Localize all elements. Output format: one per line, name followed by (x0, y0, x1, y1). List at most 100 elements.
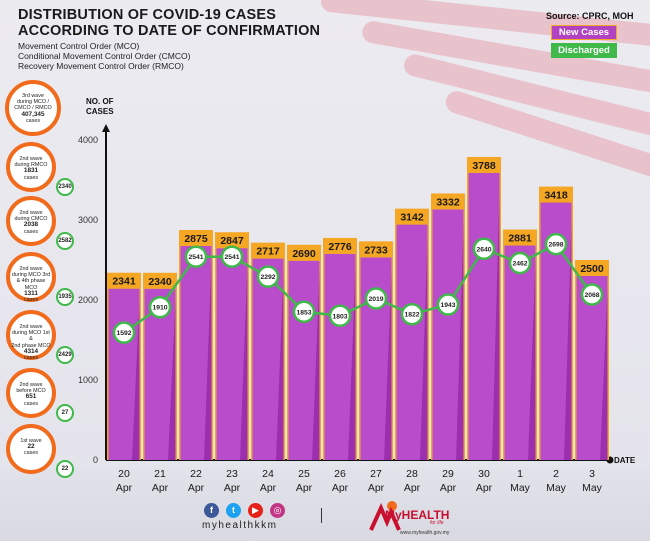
y-tick-label: 4000 (78, 135, 98, 145)
bar-label-box (503, 229, 537, 246)
x-tick-month: Apr (116, 482, 133, 494)
youtube-icon[interactable]: ▶ (248, 503, 263, 518)
wave-discharged-badge: 2340 (56, 178, 74, 196)
wave-circle: 1st wave 22 cases (6, 424, 56, 474)
x-tick-day: 21 (154, 468, 166, 480)
bar-edge (467, 172, 469, 460)
discharged-point (184, 245, 208, 268)
bar-edge (319, 260, 321, 460)
bar-edge (251, 258, 253, 460)
bar-facet (360, 257, 392, 460)
wave-circle: 3rd wave during MCO / CMCO / RMCO 407,345 ca… (5, 80, 61, 136)
wave-suffix: cases (23, 355, 39, 362)
wave-suffix: cases (23, 228, 39, 235)
wave-count: 4314 (23, 347, 39, 355)
wave-suffix: cases (25, 117, 41, 124)
wave-name: 1st wave (20, 438, 42, 444)
floor (0, 468, 650, 541)
chart-title: DISTRIBUTION OF COVID-19 CASES ACCORDING… (18, 7, 321, 39)
wave-count: 1311 (24, 289, 38, 297)
discharged-point (364, 287, 388, 310)
x-tick-month: May (546, 482, 567, 494)
discharged-point (508, 251, 532, 275)
wave-suffix: cases (23, 400, 39, 407)
discharged-value-label: 2698 (548, 242, 563, 249)
x-tick-month: Apr (476, 482, 493, 494)
bar-edge (139, 288, 141, 460)
y-tick-label: 1000 (78, 375, 98, 385)
wave-name: 2nd wave (19, 324, 43, 330)
x-tick-month: Apr (440, 482, 457, 494)
bar-label-box (359, 241, 393, 258)
bar-label-box (575, 260, 609, 276)
wave-period: CMCO / RMCO (14, 105, 52, 112)
bar-value-label: 2847 (220, 235, 244, 247)
bar-value-label: 3418 (544, 190, 568, 202)
x-tick-day: 26 (334, 468, 346, 480)
x-tick-day: 30 (478, 468, 490, 480)
bar-edge (107, 288, 109, 460)
x-tick-day: 1 (517, 468, 523, 480)
bar-value-label: 2717 (256, 246, 280, 258)
subtitle-mco: Movement Control Order (MCO) (18, 41, 140, 51)
wave-count: 2038 (23, 221, 39, 229)
wave-period: during MCO / (16, 99, 50, 106)
discharged-value-label: 1910 (152, 305, 167, 312)
facebook-icon[interactable]: f (204, 503, 219, 518)
bar-facet (540, 202, 572, 460)
bar-label-box (215, 232, 249, 249)
bar-facet (432, 209, 464, 460)
x-tick-month: Apr (368, 482, 385, 494)
wave-suffix: cases (23, 297, 39, 304)
bar-edge (395, 224, 397, 460)
wave-discharged-badge: 1935 (56, 288, 74, 306)
subtitle-rmco: Recovery Movement Control Order (RMCO) (18, 61, 184, 71)
bar-label-box (467, 156, 501, 173)
bar-value-label: 3142 (400, 212, 424, 224)
x-tick-day: 22 (190, 468, 202, 480)
legend-new-cases: New Cases (551, 25, 617, 40)
bar-edge (539, 202, 541, 460)
wave-suffix: cases (23, 450, 39, 457)
x-tick-month: Apr (296, 482, 313, 494)
bar-facet (324, 253, 356, 460)
bar-edge (427, 224, 429, 460)
x-tick-month: Apr (152, 482, 169, 494)
x-tick-day: 3 (589, 468, 595, 480)
social-handle: myhealthkkm (202, 520, 278, 531)
twitter-icon[interactable]: t (226, 503, 241, 518)
wave-period: during MCO 1st & (12, 330, 50, 343)
x-tick-day: 24 (262, 468, 274, 480)
instagram-icon[interactable]: ◎ (270, 503, 285, 518)
wave-name: 3rd wave (22, 93, 44, 99)
wave-circle: 2nd wave during CMCO 2038 cases (6, 196, 56, 246)
discharged-value-label: 2068 (584, 292, 599, 299)
wave-count: 1831 (23, 167, 39, 175)
bar-value-label: 2776 (328, 241, 352, 253)
discharged-value-label: 2292 (260, 274, 275, 281)
x-tick-day: 20 (118, 468, 130, 480)
footer-divider (321, 508, 322, 523)
x-tick-month: May (582, 482, 603, 494)
discharged-point (148, 295, 172, 319)
discharged-value-label: 2640 (476, 246, 491, 253)
discharged-point (292, 300, 316, 324)
bar-edge (607, 276, 609, 460)
x-tick-month: Apr (404, 482, 421, 494)
bar-edge (431, 209, 433, 460)
x-tick-month: Apr (224, 482, 241, 494)
discharged-value-label: 1943 (440, 302, 455, 309)
discharged-point (472, 237, 496, 261)
discharged-point (544, 232, 568, 256)
discharged-point (400, 302, 424, 326)
brand-url: www.myhealth.gov.my (400, 530, 450, 536)
discharged-point (328, 304, 352, 328)
bar-label-box (539, 186, 573, 203)
bar-facet (216, 248, 248, 460)
x-tick-month: May (510, 482, 531, 494)
x-tick-month: Apr (260, 482, 277, 494)
bar-edge (283, 258, 285, 460)
discharged-value-label: 1853 (296, 309, 311, 316)
bar-edge (175, 288, 177, 460)
wave-discharged-badge: 22 (56, 460, 74, 478)
